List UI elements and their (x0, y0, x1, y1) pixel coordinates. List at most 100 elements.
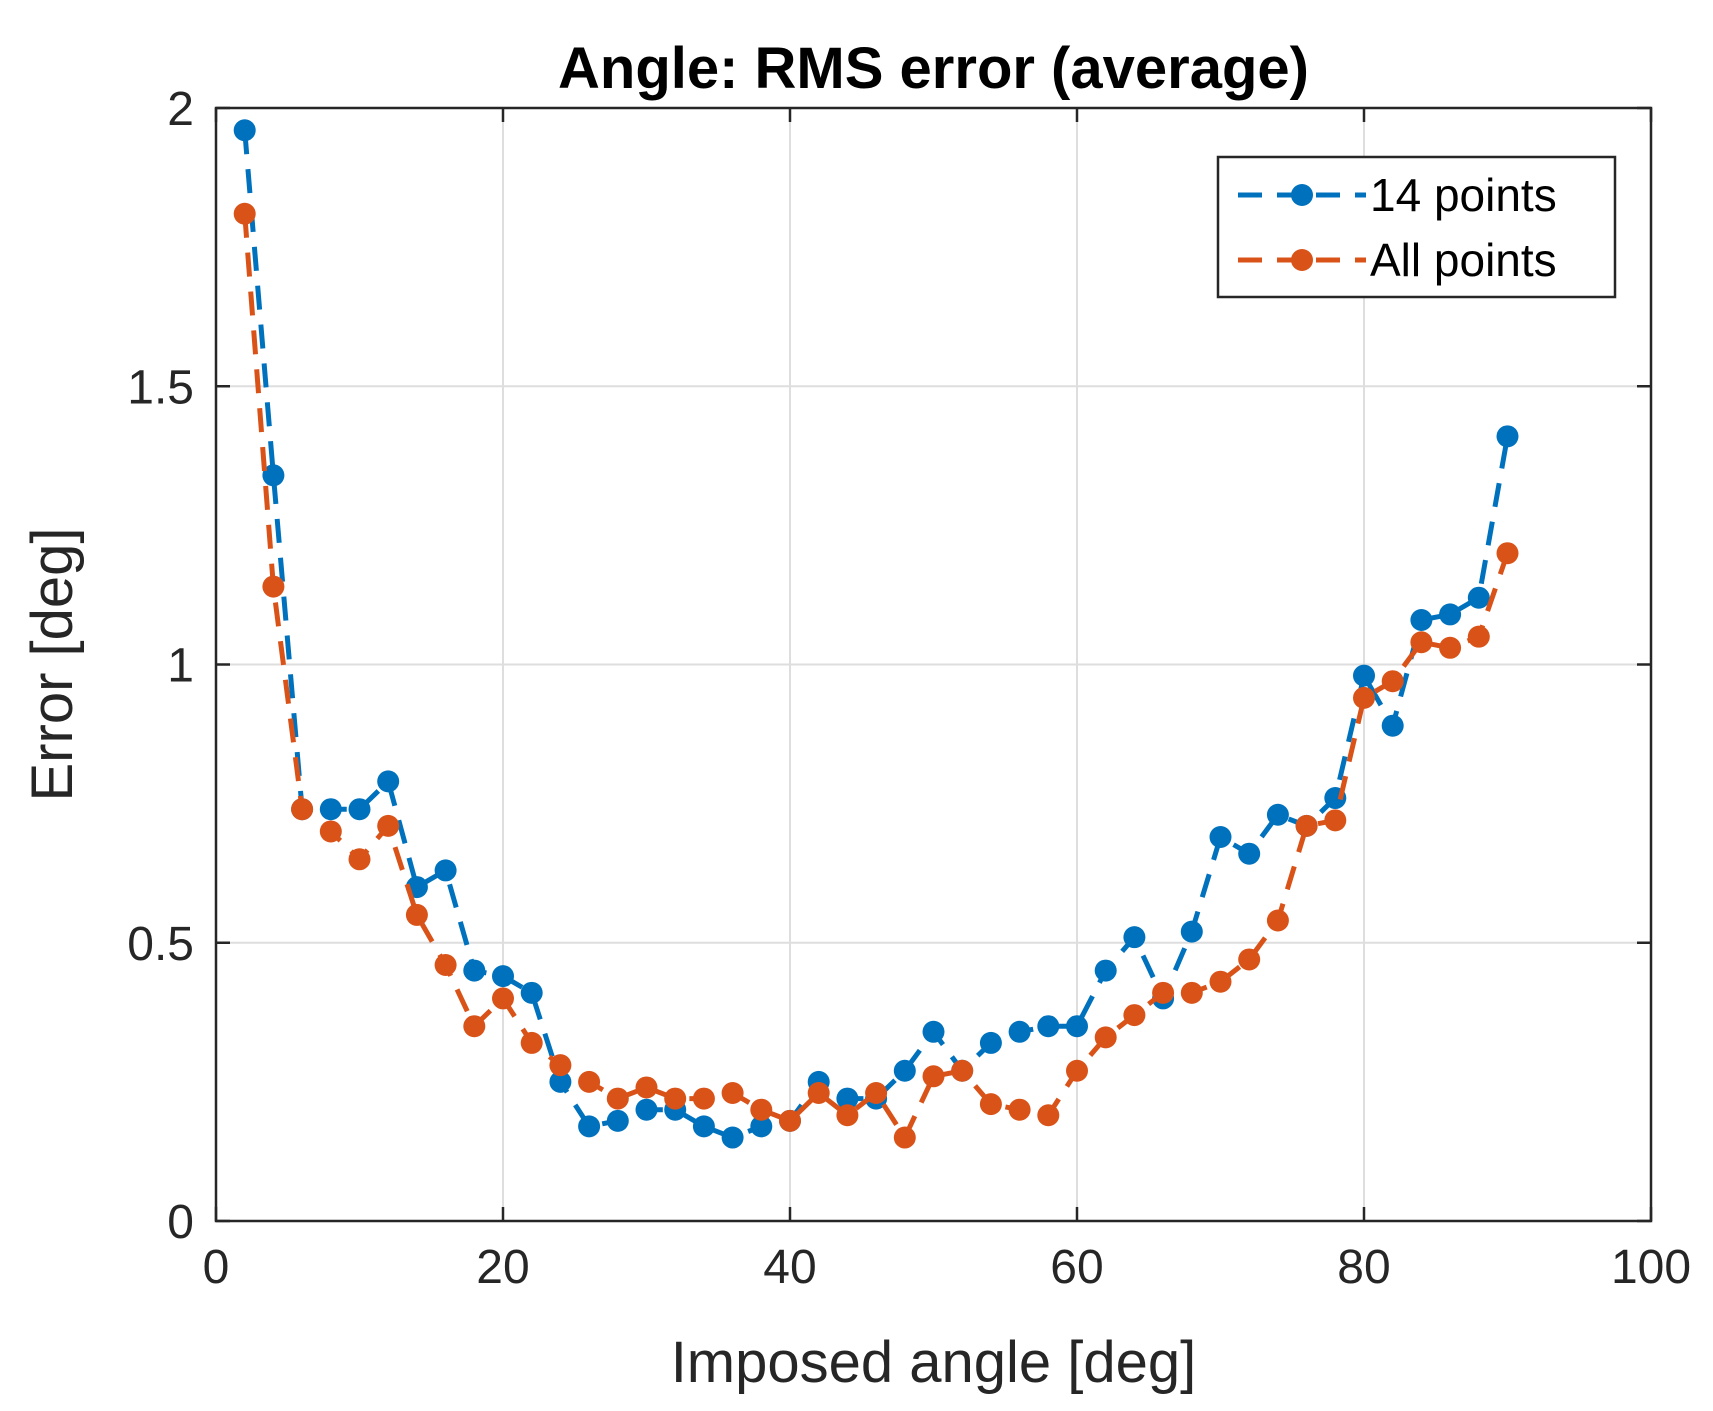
series-0-point-11 (549, 1070, 572, 1093)
x-tick-label-1: 20 (476, 1241, 529, 1294)
series-1-point-34 (1209, 970, 1232, 993)
legend-marker-1 (1291, 249, 1313, 271)
series-1-point-35 (1238, 948, 1261, 971)
series-1-point-6 (405, 903, 428, 926)
series-1-point-21 (836, 1104, 859, 1127)
series-1-point-13 (606, 1087, 629, 1110)
series-0-point-14 (635, 1098, 658, 1121)
series-0-point-21 (836, 1087, 859, 1110)
series-0-point-35 (1238, 842, 1261, 865)
series-1-point-31 (1123, 1004, 1146, 1027)
series-1 (233, 202, 1519, 1149)
series-1-point-22 (865, 1082, 888, 1105)
series-0-point-24 (922, 1020, 945, 1043)
series-1-point-5 (377, 814, 400, 837)
series-1-point-25 (951, 1059, 974, 1082)
series-1-point-26 (979, 1093, 1002, 1116)
series-0-point-5 (377, 770, 400, 793)
series-0-point-44 (1496, 425, 1519, 448)
ticks: 0 20 40 60 80 100 0 0.5 1 1.5 2 (127, 83, 1691, 1294)
chart-title: Angle: RMS error (average) (558, 36, 1309, 101)
legend-label-1: All points (1370, 234, 1557, 286)
y-tick-label-1: 0.5 (127, 918, 194, 971)
series-0-point-12 (578, 1115, 601, 1138)
series-0-point-1 (262, 464, 285, 487)
legend-label-0: 14 points (1370, 169, 1557, 221)
x-tick-label-3: 60 (1050, 1241, 1103, 1294)
series-0-point-9 (492, 965, 514, 988)
series-0-point-30 (1094, 959, 1117, 982)
series-0-point-0 (233, 119, 256, 142)
series-0-point-36 (1266, 803, 1289, 826)
series-0-point-13 (606, 1109, 629, 1132)
series-1-point-32 (1152, 981, 1175, 1004)
x-axis-label: Imposed angle [deg] (671, 1330, 1197, 1395)
series-1-point-0 (233, 202, 256, 225)
series-1-point-43 (1467, 625, 1490, 648)
series-1-point-10 (520, 1031, 543, 1054)
series-1-point-16 (692, 1087, 715, 1110)
series-1-point-4 (348, 848, 371, 871)
series-1-point-33 (1180, 981, 1203, 1004)
series-0-point-33 (1180, 920, 1203, 943)
series-layer (233, 119, 1519, 1149)
series-0-point-7 (434, 859, 457, 882)
series-0-point-8 (463, 959, 486, 982)
series-0-point-39 (1353, 664, 1375, 687)
legend-marker-0 (1291, 184, 1313, 206)
series-0-point-31 (1123, 926, 1146, 949)
y-tick-label-2: 1 (167, 640, 194, 693)
series-1-point-14 (635, 1076, 658, 1099)
series-0-point-26 (979, 1031, 1002, 1054)
x-tick-label-2: 40 (763, 1241, 816, 1294)
series-1-point-42 (1439, 636, 1462, 659)
series-0-point-28 (1037, 1015, 1060, 1038)
series-1-point-41 (1410, 631, 1433, 654)
series-1-point-18 (750, 1098, 773, 1121)
series-1-point-3 (319, 820, 342, 843)
series-0-point-4 (348, 798, 371, 821)
series-0-point-10 (520, 981, 543, 1004)
series-1-point-9 (492, 987, 514, 1010)
x-tick-label-4: 80 (1337, 1241, 1390, 1294)
series-0-point-40 (1381, 714, 1404, 737)
series-0-point-29 (1066, 1015, 1088, 1038)
series-0-point-42 (1439, 603, 1462, 626)
y-tick-label-3: 1.5 (127, 361, 194, 414)
series-1-point-38 (1324, 809, 1347, 832)
series-1-point-1 (262, 575, 285, 598)
series-1-point-17 (721, 1082, 744, 1105)
series-0-point-3 (319, 798, 342, 821)
series-1-point-29 (1066, 1059, 1088, 1082)
series-1-point-28 (1037, 1104, 1060, 1127)
x-tick-label-5: 100 (1611, 1241, 1691, 1294)
series-0-point-43 (1467, 586, 1490, 609)
series-0-point-27 (1008, 1020, 1031, 1043)
series-1-point-8 (463, 1015, 486, 1038)
series-1-point-11 (549, 1054, 572, 1077)
y-axis-label: Error [deg] (20, 528, 85, 802)
series-1-point-40 (1381, 670, 1404, 693)
series-0-point-23 (893, 1059, 916, 1082)
series-1-point-36 (1266, 909, 1289, 932)
series-1-point-44 (1496, 542, 1519, 565)
series-0-point-16 (692, 1115, 715, 1138)
series-0-point-18 (750, 1115, 773, 1138)
series-1-point-19 (779, 1109, 801, 1132)
series-1-point-30 (1094, 1026, 1117, 1049)
series-1-point-27 (1008, 1098, 1031, 1121)
series-1-point-24 (922, 1065, 945, 1088)
series-1-point-23 (893, 1126, 916, 1149)
series-0 (233, 119, 1519, 1149)
series-0-point-17 (721, 1126, 744, 1149)
legend-box (1216, 155, 1617, 299)
series-1-point-20 (807, 1082, 830, 1105)
legend: 14 points All points (1216, 155, 1617, 299)
x-tick-label-0: 0 (203, 1241, 230, 1294)
series-1-point-39 (1353, 686, 1375, 709)
series-1-point-15 (664, 1087, 687, 1110)
y-tick-label-4: 2 (167, 83, 194, 136)
series-1-point-12 (578, 1070, 601, 1093)
series-1-point-37 (1295, 814, 1318, 837)
